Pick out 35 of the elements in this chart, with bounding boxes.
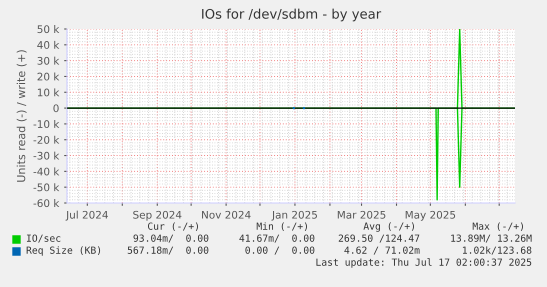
text: Min (-/+) — [256, 222, 307, 231]
legend-label: IO/sec — [26, 234, 60, 243]
text: Avg (-/+) — [364, 222, 414, 232]
text: 0.00 / 0.00 — [245, 246, 314, 255]
y-tick-label: -30 k — [34, 152, 60, 160]
text: 269.50 /124.47 — [338, 234, 420, 243]
y-tick-label: 10 k — [38, 88, 60, 96]
y-tick-label: 0 — [53, 104, 59, 112]
text: 93.04m/ 0.00 — [134, 234, 208, 243]
y-tick-label: 50 k — [38, 25, 60, 34]
text: 13.89M/ 13.26M — [451, 234, 532, 243]
y-tick-label: -20 k — [34, 136, 60, 144]
y-tick-label: -60 k — [34, 199, 60, 208]
x-tick-label: Jan 2025 — [271, 210, 317, 221]
y-axis-title: Units read (-) / write (+) — [16, 50, 27, 182]
y-tick-label: -40 k — [34, 167, 60, 176]
x-tick-label: Sep 2024 — [133, 210, 182, 221]
y-tick-label: 20 k — [38, 72, 60, 81]
x-tick-label: Nov 2024 — [202, 210, 251, 219]
x-tick-label: Mar 2025 — [338, 210, 386, 219]
text: 41.67m/ 0.00 — [239, 234, 314, 243]
y-tick-label: 30 k — [38, 56, 60, 65]
text: 4.62 / 71.02m — [344, 246, 420, 255]
x-tick-label: May 2025 — [406, 210, 456, 221]
y-tick-label: -10 k — [34, 120, 60, 128]
text: 567.18m/ 0.00 — [128, 246, 208, 255]
x-tick-label: Jul 2024 — [66, 210, 108, 221]
legend-label: Req Size (KB) — [26, 246, 100, 256]
text: Cur (-/+) — [148, 222, 198, 231]
y-tick-label: 40 k — [37, 40, 60, 49]
y-tick-label: -50 k — [34, 183, 60, 192]
text: 1.02k/123.68 — [462, 246, 532, 255]
text: Last update: Thu Jul 17 02:00:37 2025 — [316, 258, 532, 268]
text: Max (-/+) — [472, 222, 523, 231]
chart-title: IOs for /dev/sdbm - by year — [202, 8, 382, 22]
